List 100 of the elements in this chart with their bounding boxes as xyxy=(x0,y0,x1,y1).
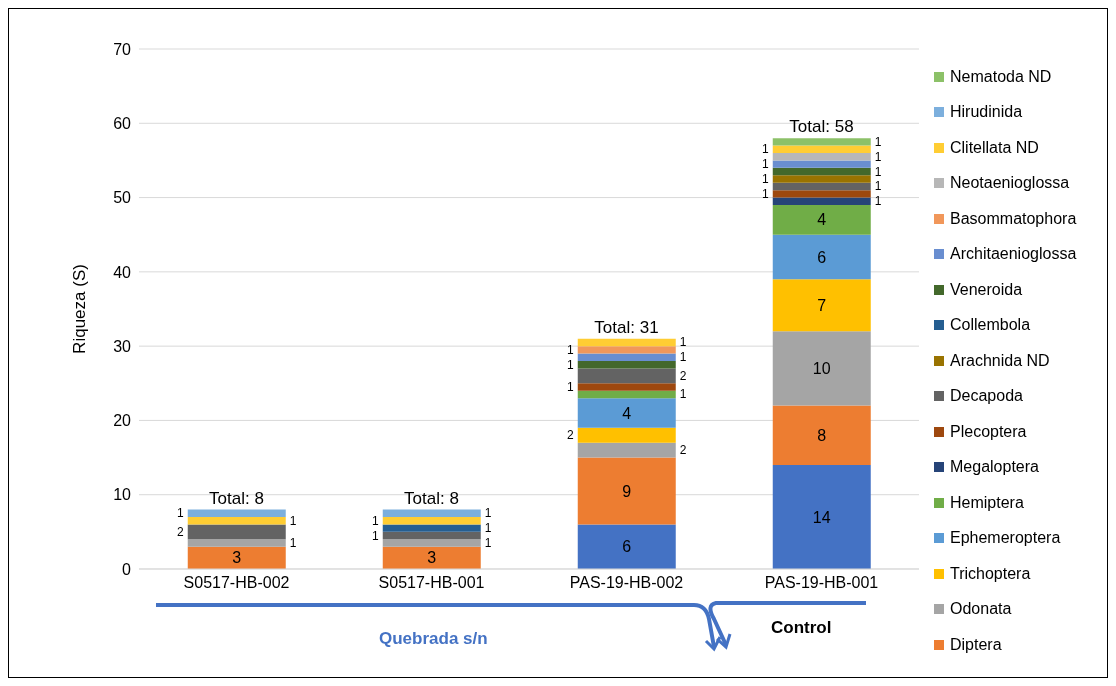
bar xyxy=(187,509,286,517)
data-label: 1 xyxy=(762,172,770,186)
bar xyxy=(577,353,676,361)
data-label: 1 xyxy=(874,194,882,209)
bar xyxy=(577,346,676,354)
data-label: 1 xyxy=(484,506,492,521)
text: Quebrada s/n xyxy=(379,629,488,649)
data-label: 3 xyxy=(427,549,437,567)
bar xyxy=(772,205,871,235)
bar xyxy=(772,182,871,191)
bar xyxy=(577,390,676,399)
data-label: 1 xyxy=(484,536,492,550)
bar xyxy=(187,517,286,525)
bar xyxy=(772,197,871,205)
x-tick-label: PAS-19-HB-001 xyxy=(764,574,879,592)
bar xyxy=(772,405,871,465)
legend-label: Hemiptera xyxy=(950,493,1024,512)
data-label: 1 xyxy=(679,387,687,402)
data-label: 6 xyxy=(817,248,827,266)
data-label: 1 xyxy=(762,157,770,172)
data-label: 4 xyxy=(622,404,632,422)
legend-label: Diptera xyxy=(950,635,1002,654)
bar xyxy=(577,361,676,369)
text: Control xyxy=(771,618,832,638)
data-label: 1 xyxy=(762,142,770,157)
bar xyxy=(772,190,871,198)
data-label: 8 xyxy=(817,426,827,444)
data-label: 1 xyxy=(679,335,687,350)
data-label: 1 xyxy=(874,164,882,179)
bar xyxy=(382,517,481,525)
legend-label: Neotaenioglossa xyxy=(950,174,1070,193)
bar xyxy=(577,457,676,525)
data-label: 6 xyxy=(622,538,632,556)
data-label: 1 xyxy=(372,513,380,528)
bar xyxy=(772,234,871,280)
legend-label: Clitellata ND xyxy=(950,138,1039,157)
data-label: 1 xyxy=(567,380,575,394)
y-tick-label: 70 xyxy=(113,40,132,58)
data-label: 1 xyxy=(762,186,770,201)
data-label: 1 xyxy=(567,357,575,372)
data-label: 2 xyxy=(679,443,687,458)
bar xyxy=(382,546,481,569)
x-tick-label: S0517-HB-001 xyxy=(378,574,485,592)
legend-label: Basommatophora xyxy=(950,209,1077,228)
legend-label: Arachnida ND xyxy=(950,351,1050,370)
data-label: 1 xyxy=(567,342,575,357)
bar xyxy=(772,331,871,406)
bar xyxy=(577,338,676,347)
total-label: Total: 8 xyxy=(404,488,459,508)
bar xyxy=(772,153,871,161)
legend-label: Nematoda ND xyxy=(950,67,1052,86)
y-tick-label: 40 xyxy=(113,263,132,281)
bar xyxy=(382,539,481,547)
bar xyxy=(382,524,481,532)
data-label: 7 xyxy=(817,296,827,314)
data-label: 2 xyxy=(567,428,575,443)
bar xyxy=(772,145,871,153)
data-label: 10 xyxy=(812,359,831,377)
legend-label: Plecoptera xyxy=(950,422,1027,441)
bar xyxy=(382,531,481,540)
legend-label: Hirudinida xyxy=(950,103,1023,122)
total-label: Total: 31 xyxy=(594,317,659,337)
data-label: 1 xyxy=(874,134,882,149)
bar xyxy=(577,368,676,384)
bar xyxy=(187,546,286,569)
y-axis-title: Riqueza (S) xyxy=(70,264,90,354)
x-tick-label: S0517-HB-002 xyxy=(183,574,290,592)
data-label: 2 xyxy=(679,368,687,383)
y-tick-label: 30 xyxy=(113,337,132,355)
bar xyxy=(187,524,286,540)
bar xyxy=(772,465,871,569)
bar xyxy=(772,279,871,332)
data-label: 1 xyxy=(679,350,687,365)
data-label: 1 xyxy=(484,521,492,536)
data-label: 1 xyxy=(289,536,297,550)
y-tick-label: 60 xyxy=(113,114,132,132)
legend-label: Ephemeroptera xyxy=(950,529,1061,548)
bar xyxy=(577,524,676,569)
data-label: 4 xyxy=(817,211,827,229)
bar xyxy=(577,383,676,391)
x-tick-label: PAS-19-HB-002 xyxy=(569,574,684,592)
data-label: 1 xyxy=(177,506,185,521)
legend-label: Collembola xyxy=(950,316,1031,335)
legend-label: Architaenioglossa xyxy=(950,245,1077,264)
bar xyxy=(772,167,871,176)
bar xyxy=(187,539,286,547)
data-label: 1 xyxy=(372,528,380,543)
y-tick-label: 20 xyxy=(113,412,132,430)
data-label: 1 xyxy=(874,179,882,194)
legend-label: Odonata xyxy=(950,600,1012,619)
data-label: 14 xyxy=(812,508,831,526)
bar xyxy=(382,509,481,517)
data-label: 9 xyxy=(622,482,632,500)
bar xyxy=(772,138,871,146)
bar xyxy=(577,442,676,458)
legend-label: Trichoptera xyxy=(950,564,1031,583)
data-label: 3 xyxy=(232,549,242,567)
data-label: 1 xyxy=(874,149,882,164)
legend-label: Decapoda xyxy=(950,387,1023,406)
legend-label: Megaloptera xyxy=(950,458,1039,477)
